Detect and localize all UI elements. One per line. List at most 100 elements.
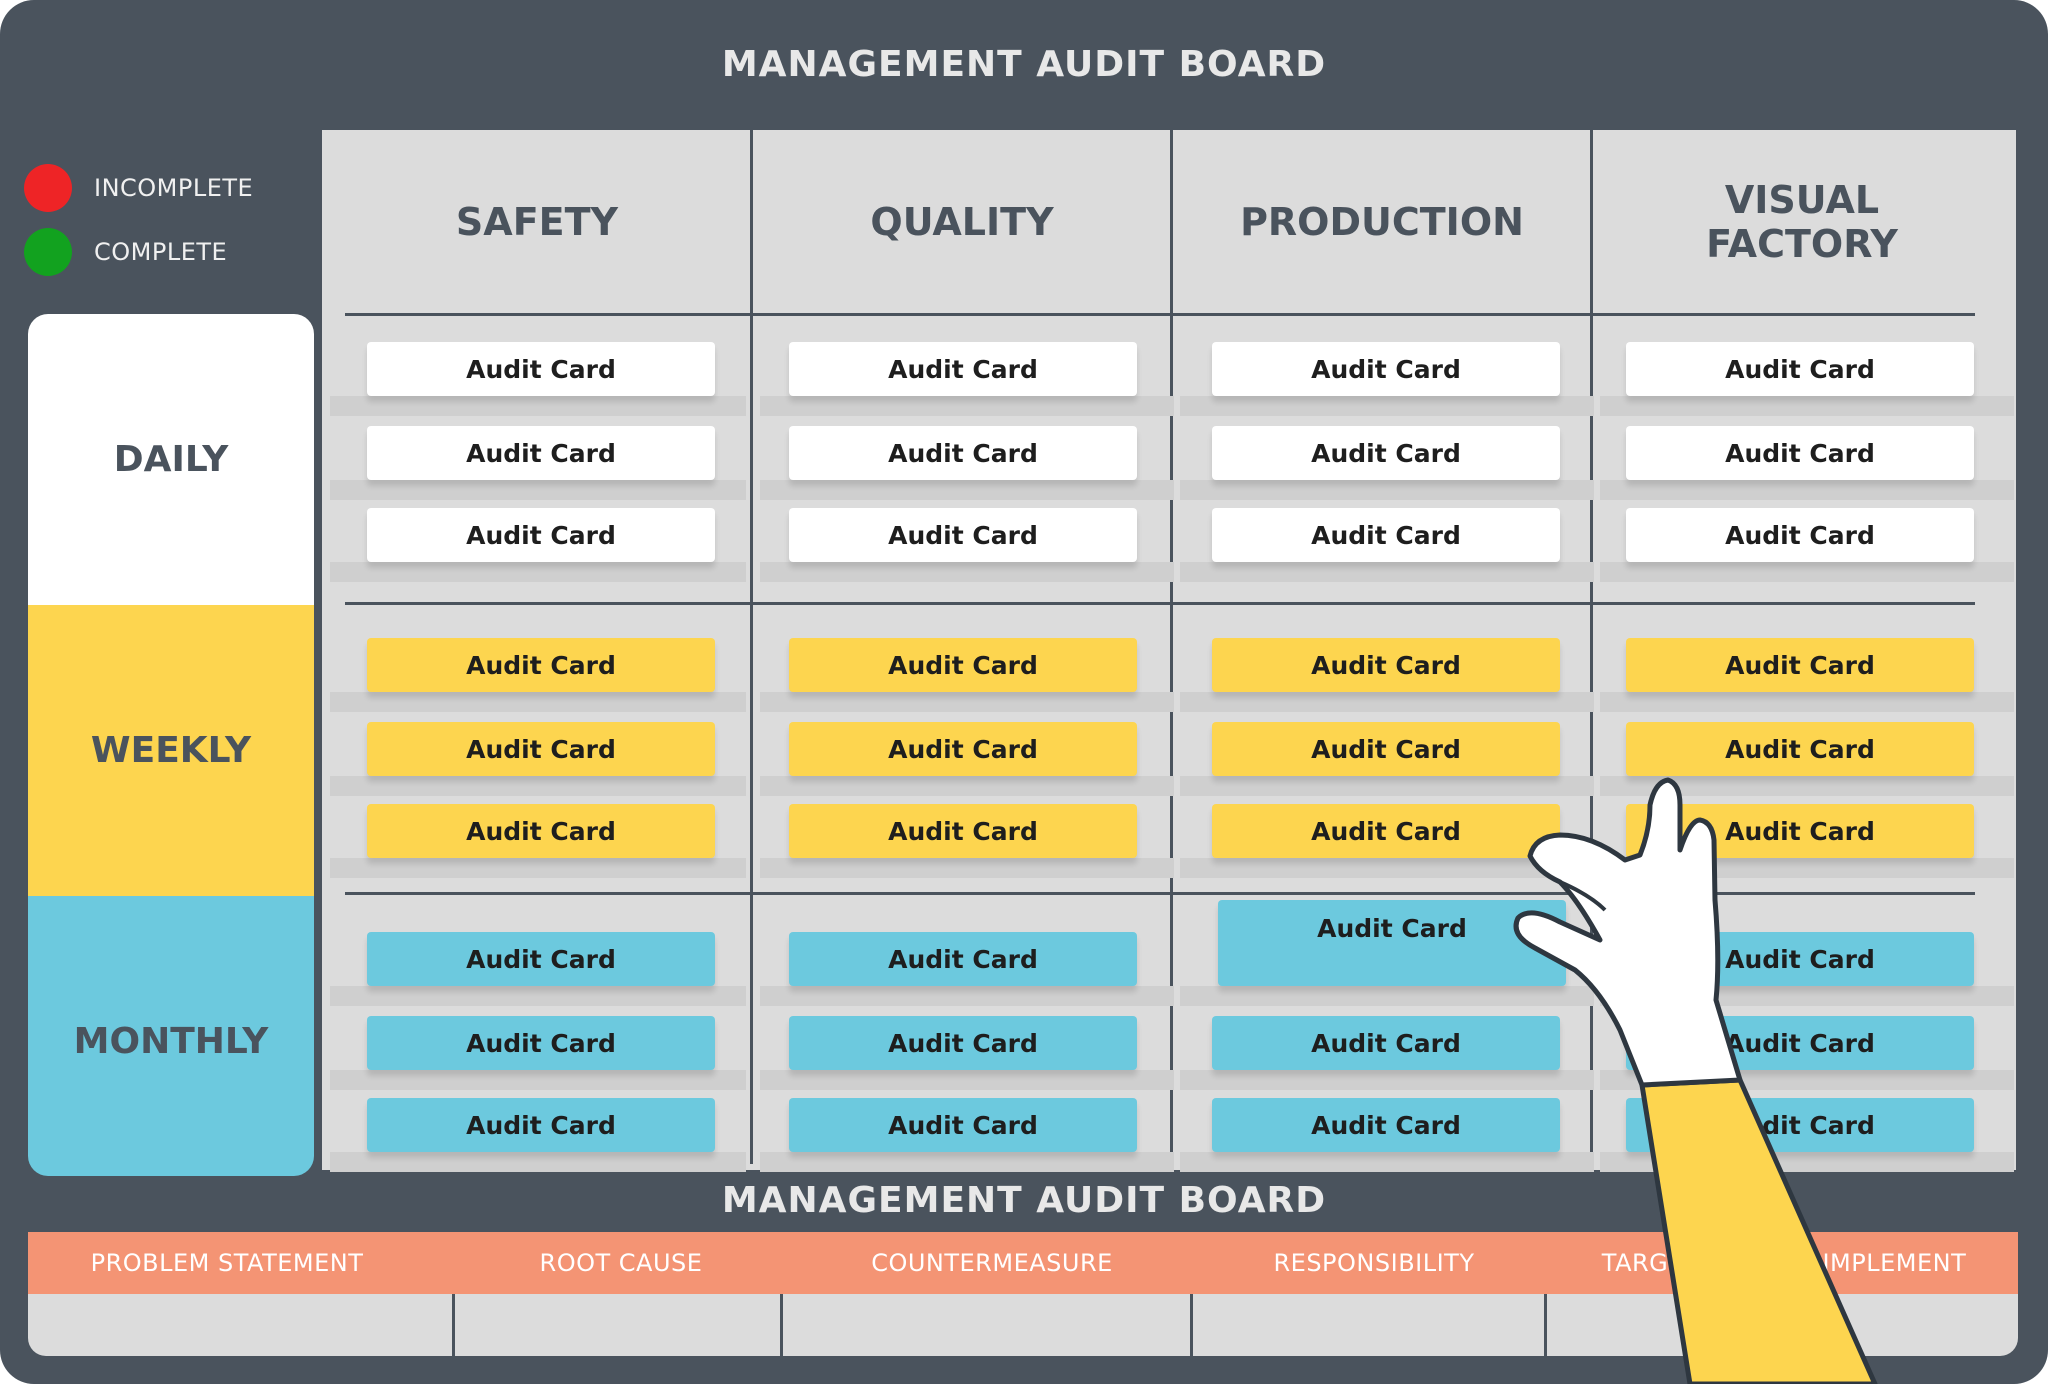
- audit-card[interactable]: Audit Card: [789, 342, 1137, 396]
- action-table-body: [28, 1294, 2018, 1356]
- column-divider: [750, 130, 753, 1164]
- card-slot: [330, 692, 746, 712]
- card-slot: [330, 858, 746, 878]
- audit-card[interactable]: Audit Card: [1212, 426, 1560, 480]
- audit-card[interactable]: Audit Card: [367, 638, 715, 692]
- legend-dot-icon: [24, 228, 72, 276]
- card-slot: [330, 396, 746, 416]
- card-slot: [330, 1152, 746, 1172]
- audit-card[interactable]: Audit Card: [367, 932, 715, 986]
- audit-card[interactable]: Audit Card: [1212, 804, 1560, 858]
- card-slot: [1180, 858, 1594, 878]
- audit-card[interactable]: Audit Card: [367, 508, 715, 562]
- row-divider: [345, 602, 1975, 605]
- table-header-problem-statement: PROBLEM STATEMENT: [90, 1249, 364, 1277]
- audit-card[interactable]: Audit Card: [789, 638, 1137, 692]
- table-header-target-date-to-implement: TARGET DATE TO IMPLEMENT: [1601, 1249, 1967, 1277]
- card-slot: [1180, 480, 1594, 500]
- audit-card[interactable]: Audit Card: [789, 1098, 1137, 1152]
- audit-card[interactable]: Audit Card: [789, 932, 1137, 986]
- audit-card[interactable]: Audit Card: [1212, 638, 1560, 692]
- audit-card[interactable]: Audit Card: [367, 1016, 715, 1070]
- audit-card[interactable]: Audit Card: [1626, 426, 1974, 480]
- card-slot: [1600, 1070, 2014, 1090]
- frequency-monthly: MONTHLY: [28, 896, 314, 1176]
- card-slot: [1600, 858, 2014, 878]
- table-header-responsibility: RESPONSIBILITY: [1273, 1249, 1475, 1277]
- card-slot: [1600, 562, 2014, 582]
- audit-card[interactable]: Audit Card: [1626, 722, 1974, 776]
- column-divider: [1170, 130, 1173, 1164]
- audit-card[interactable]: Audit Card: [367, 722, 715, 776]
- audit-card[interactable]: Audit Card: [1626, 638, 1974, 692]
- frequency-weekly: WEEKLY: [28, 605, 314, 896]
- audit-card[interactable]: Audit Card: [789, 1016, 1137, 1070]
- table-header-countermeasure: COUNTERMEASURE: [871, 1249, 1113, 1277]
- column-header-safety: SAFETY: [455, 200, 619, 244]
- audit-card[interactable]: Audit Card: [789, 508, 1137, 562]
- card-slot: [1180, 562, 1594, 582]
- legend-dot-icon: [24, 164, 72, 212]
- card-slot: [760, 1152, 1174, 1172]
- card-slot: [760, 480, 1174, 500]
- legend-label: INCOMPLETE: [94, 174, 254, 202]
- card-slot: [1600, 986, 2014, 1006]
- audit-card[interactable]: Audit Card: [1212, 1098, 1560, 1152]
- card-slot: [760, 858, 1174, 878]
- card-slot: [330, 562, 746, 582]
- card-slot: [760, 562, 1174, 582]
- table-column-divider: [452, 1294, 455, 1356]
- frequency-panel: DAILY WEEKLY MONTHLY: [28, 314, 314, 1176]
- table-column-divider: [1544, 1294, 1547, 1356]
- card-slot: [760, 986, 1174, 1006]
- audit-card[interactable]: Audit Card: [1626, 1016, 1974, 1070]
- audit-card[interactable]: Audit Card: [367, 804, 715, 858]
- card-slot: [1180, 1070, 1594, 1090]
- legend-label: COMPLETE: [94, 238, 228, 266]
- card-slot: [1600, 480, 2014, 500]
- audit-card[interactable]: Audit Card: [367, 426, 715, 480]
- column-header-visual-factory: VISUAL FACTORY: [1706, 178, 1898, 266]
- card-slot: [760, 692, 1174, 712]
- card-slot: [760, 396, 1174, 416]
- column-header-production: PRODUCTION: [1240, 200, 1524, 244]
- table-column-divider: [1190, 1294, 1193, 1356]
- audit-card[interactable]: Audit Card: [1626, 804, 1974, 858]
- audit-card[interactable]: Audit Card: [789, 804, 1137, 858]
- audit-card-lifted[interactable]: Audit Card: [1218, 900, 1566, 986]
- card-slot: [1600, 396, 2014, 416]
- audit-card[interactable]: Audit Card: [1626, 508, 1974, 562]
- card-slot: [760, 776, 1174, 796]
- card-slot: [330, 776, 746, 796]
- legend-item-incomplete: INCOMPLETE: [24, 163, 253, 213]
- audit-card[interactable]: Audit Card: [789, 722, 1137, 776]
- card-slot: [1180, 692, 1594, 712]
- card-slot: [1180, 396, 1594, 416]
- card-slot: [1600, 692, 2014, 712]
- audit-card[interactable]: Audit Card: [367, 1098, 715, 1152]
- audit-card[interactable]: Audit Card: [1626, 342, 1974, 396]
- card-slot: [1600, 1152, 2014, 1172]
- card-slot: [330, 480, 746, 500]
- board-bottom-title: MANAGEMENT AUDIT BOARD: [721, 1180, 1327, 1221]
- board-title: MANAGEMENT AUDIT BOARD: [721, 44, 1327, 85]
- audit-card[interactable]: Audit Card: [1212, 342, 1560, 396]
- audit-card[interactable]: Audit Card: [1626, 1098, 1974, 1152]
- audit-card[interactable]: Audit Card: [367, 342, 715, 396]
- card-slot: [760, 1070, 1174, 1090]
- column-divider: [1590, 130, 1593, 1164]
- card-slot: [1180, 1152, 1594, 1172]
- audit-card[interactable]: Audit Card: [1212, 1016, 1560, 1070]
- audit-card[interactable]: Audit Card: [1626, 932, 1974, 986]
- table-header-root-cause: ROOT CAUSE: [539, 1249, 703, 1277]
- card-slot: [1180, 776, 1594, 796]
- audit-card[interactable]: Audit Card: [1212, 508, 1560, 562]
- column-header-quality: QUALITY: [870, 200, 1054, 244]
- table-column-divider: [780, 1294, 783, 1356]
- row-divider: [345, 313, 1975, 316]
- audit-card[interactable]: Audit Card: [789, 426, 1137, 480]
- card-slot: [1600, 776, 2014, 796]
- audit-card[interactable]: Audit Card: [1212, 722, 1560, 776]
- card-slot: [1180, 986, 1594, 1006]
